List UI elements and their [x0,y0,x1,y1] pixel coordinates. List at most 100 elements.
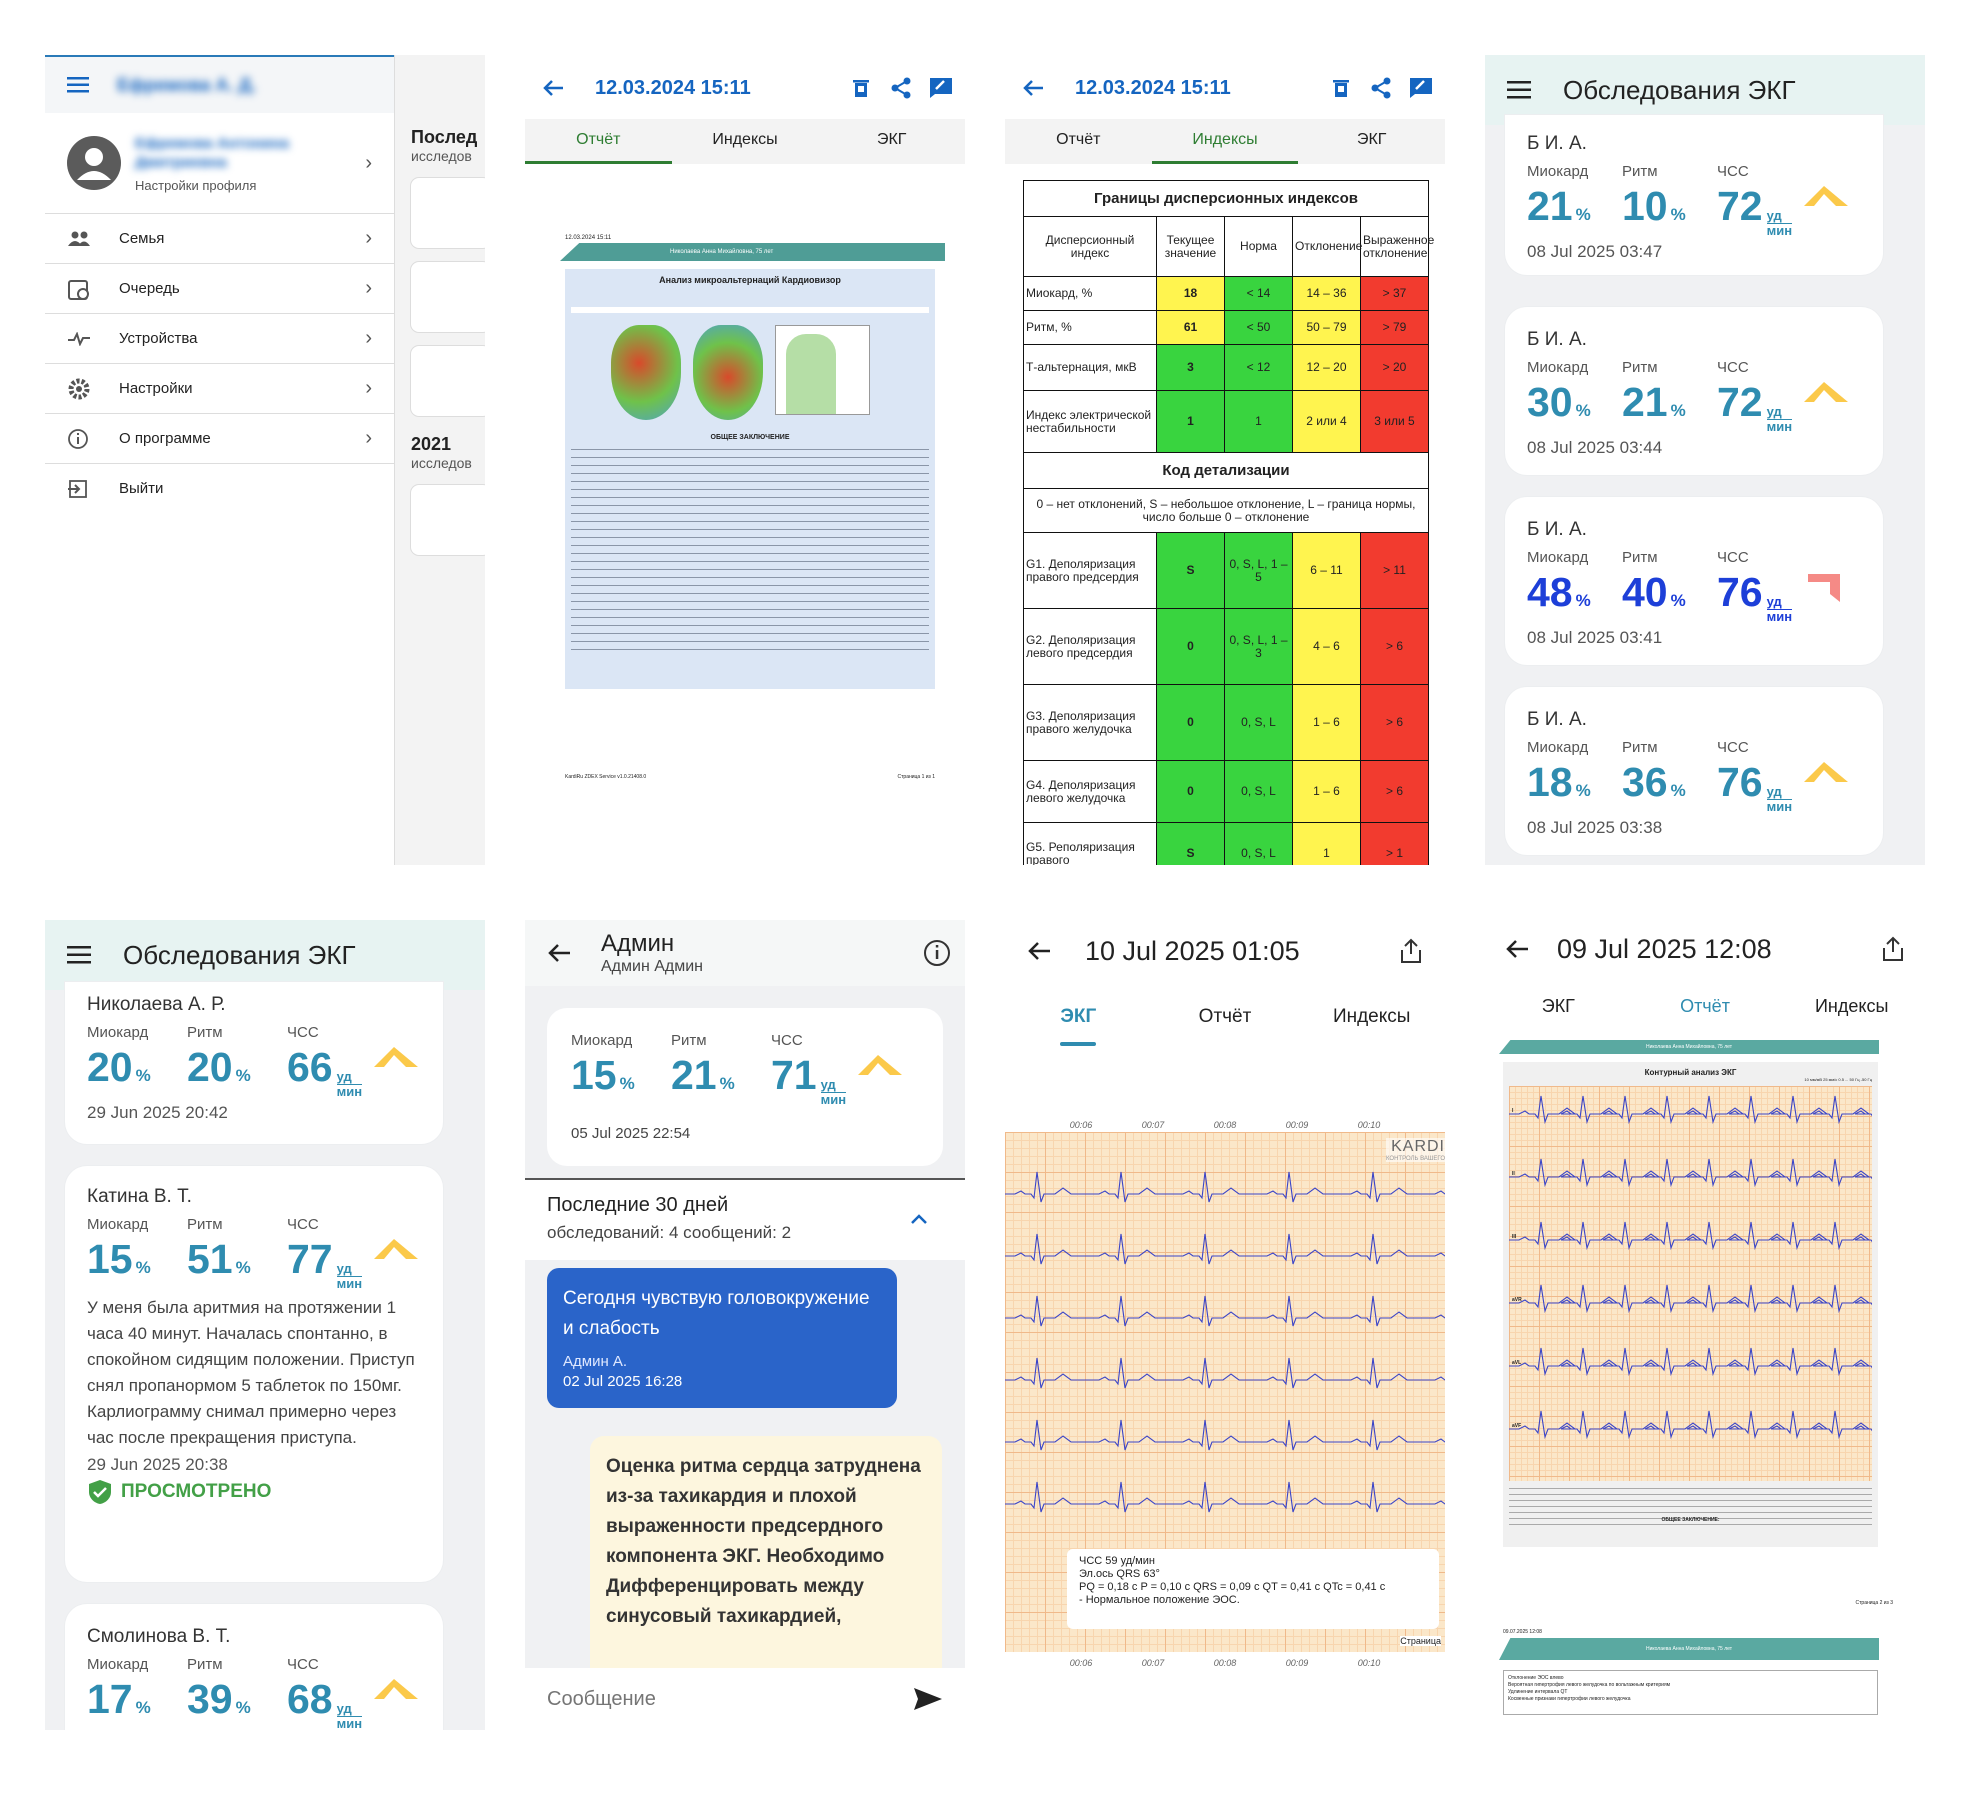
tab-ecg[interactable]: ЭКГ [1005,994,1152,1050]
chat-subtitle: Админ Админ [601,958,704,975]
menu-item-label: Семья [119,230,165,247]
back-arrow-icon[interactable] [1013,68,1053,108]
share-export-icon[interactable] [1873,929,1913,969]
norm-value: < 12 [1224,344,1293,391]
info-icon[interactable] [917,933,957,973]
exam-card[interactable]: Б И. А. Миокард Ритм ЧСС 21% 10% 72 уд мин 0… [1505,115,1883,275]
severe-value: > 79 [1359,310,1430,345]
time-label: 00:09 [1285,1120,1309,1130]
exam-card[interactable]: Катина В. Т. Миокард Ритм ЧСС 15% 51% 77 уд… [65,1166,443,1582]
tab-report[interactable]: Отчёт [1680,996,1730,1016]
profile-row[interactable]: Ефремова Антонина Дмитриевна Настройки п… [45,113,394,213]
tab-indices[interactable]: Индексы [1814,996,1889,1016]
time-label: 00:06 [1069,1658,1093,1668]
percent-sign: % [135,1066,151,1085]
current-value: 1 [1156,390,1225,453]
patient-name: Смолинова В. Т. [87,1626,231,1647]
table-row: G4. Деполяризация левого желудочка 0 0, … [1023,760,1430,823]
menu-item-family[interactable]: Семья › [45,213,394,263]
info-icon [68,428,88,449]
exam-card[interactable]: Николаева А. Р. Миокард Ритм ЧСС 20% 20% 6… [65,982,443,1144]
doc-date: 12.03.2024 15:11 [565,235,612,241]
lead-label: II [1512,1171,1515,1177]
share-icon[interactable] [881,68,921,108]
status-diamond-icon [1804,186,1849,206]
index-name: G4. Деполяризация левого желудочка [1023,760,1157,823]
back-arrow-icon[interactable] [1019,931,1059,971]
behind-card [411,178,485,248]
severe-value: 3 или 5 [1359,390,1430,453]
menu-item-queue[interactable]: Очередь › [45,263,394,313]
table-row: G5. Реполяризация правого S 0, S, L 1 > … [1023,822,1430,865]
menu-item-settings[interactable]: Настройки › [45,363,394,413]
lead-label: I [1512,1108,1514,1114]
tab-report[interactable]: Отчёт [525,119,672,164]
page-title: Обследования ЭКГ [1563,74,1796,105]
doc-conclusion: ОБЩЕЕ ЗАКЛЮЧЕНИЕ [710,434,790,441]
table-row: G3. Деполяризация правого желудочка 0 0,… [1023,684,1430,761]
qrs-axis-info: Эл.ось QRS 63° [1079,1568,1160,1580]
send-icon[interactable] [913,1687,943,1711]
rhythm-label: Ритм [187,1216,223,1233]
delete-icon[interactable] [841,68,881,108]
share-export-icon[interactable] [1391,931,1431,971]
ecg-traces [1005,1171,1445,1513]
menu-item-logout[interactable]: Выйти [45,463,394,513]
menu-icon[interactable] [1499,70,1539,110]
unit-top: уд [336,1702,363,1717]
menu-item-about[interactable]: О программе › [45,413,394,463]
severe-value: > 20 [1359,344,1430,391]
message-input[interactable] [547,1687,913,1711]
chevron-right-icon: › [365,151,372,174]
tab-report[interactable]: Отчёт [1198,1006,1252,1027]
back-arrow-icon[interactable] [533,68,573,108]
index-name: Т-альтернация, мкВ [1023,344,1157,391]
tab-indices[interactable]: Индексы [1332,1006,1411,1027]
share-icon[interactable] [1361,68,1401,108]
tab-ecg[interactable]: ЭКГ [876,131,907,148]
hr-label: ЧСС [287,1024,319,1041]
rhythm-label: Ритм [187,1024,223,1041]
exam-card[interactable]: Б И. А. Миокард Ритм ЧСС 48% 40% 76 уд мин 0… [1505,497,1883,665]
lead-label: aVL [1512,1360,1522,1366]
comment-icon[interactable] [1401,68,1441,108]
doc-table-lines [1509,1485,1872,1525]
percent-sign: % [135,1698,151,1717]
rhythm-value: 21 [1622,379,1668,425]
indices-table: Границы дисперсионных индексов Дисперсио… [1022,180,1434,865]
chevron-right-icon: › [365,277,372,299]
note-line: Вероятная гипертрофия левого желудочка п… [1508,1682,1671,1688]
tab-report[interactable]: Отчёт [1056,131,1101,148]
panel-report: 12.03.2024 15:11 Отчёт Индексы ЭКГ 12.03… [525,55,965,865]
rhythm-label: Ритм [1622,549,1658,566]
back-arrow-icon[interactable] [539,933,579,973]
current-value: 0 [1156,684,1225,761]
severe-value: > 6 [1359,684,1430,761]
menu-item-devices[interactable]: Устройства › [45,313,394,363]
ecg-lead-trace [1005,1481,1445,1513]
exam-card[interactable]: Смолинова В. Т. Миокард Ритм ЧСС 17% 39% 6… [65,1604,443,1730]
back-arrow-icon[interactable] [1497,929,1537,969]
patient-name: Б И. А. [1527,519,1587,540]
delete-icon[interactable] [1321,68,1361,108]
tab-indices[interactable]: Индексы [712,131,778,148]
patient-name: Николаева А. Р. [87,994,226,1015]
logo-text: KARDI [1391,1138,1445,1155]
ecg-lead-trace [1509,1158,1912,1188]
period-header[interactable]: Последние 30 дней обследований: 4 сообще… [525,1178,965,1260]
percent-sign: % [719,1074,735,1093]
hr-value: 68 [287,1676,333,1722]
tab-ecg[interactable]: ЭКГ [1356,131,1387,148]
ecg-grid: KARDI КОНТРОЛЬ ВАШЕГО ЧСС 59 уд/мин Эл.ос… [1005,1132,1445,1652]
menu-icon[interactable] [67,77,89,93]
exam-card[interactable]: Б И. А. Миокард Ритм ЧСС 30% 21% 72 уд мин 0… [1505,307,1883,475]
exam-summary-card[interactable]: Миокард Ритм ЧСС 15% 21% 71 уд мин 05 Jul 20… [547,1008,943,1166]
current-value: 0 [1156,608,1225,685]
app-bar: 10 Jul 2025 01:05 [1005,920,1445,982]
exam-card[interactable]: Б И. А. Миокард Ритм ЧСС 18% 36% 76 уд мин 0… [1505,687,1883,855]
tab-indices[interactable]: Индексы [1151,119,1299,164]
comment-icon[interactable] [921,68,961,108]
menu-icon[interactable] [59,935,99,975]
tab-ecg[interactable]: ЭКГ [1541,996,1575,1016]
tab-bar: ЭКГ Отчёт Индексы [1485,990,1925,1030]
